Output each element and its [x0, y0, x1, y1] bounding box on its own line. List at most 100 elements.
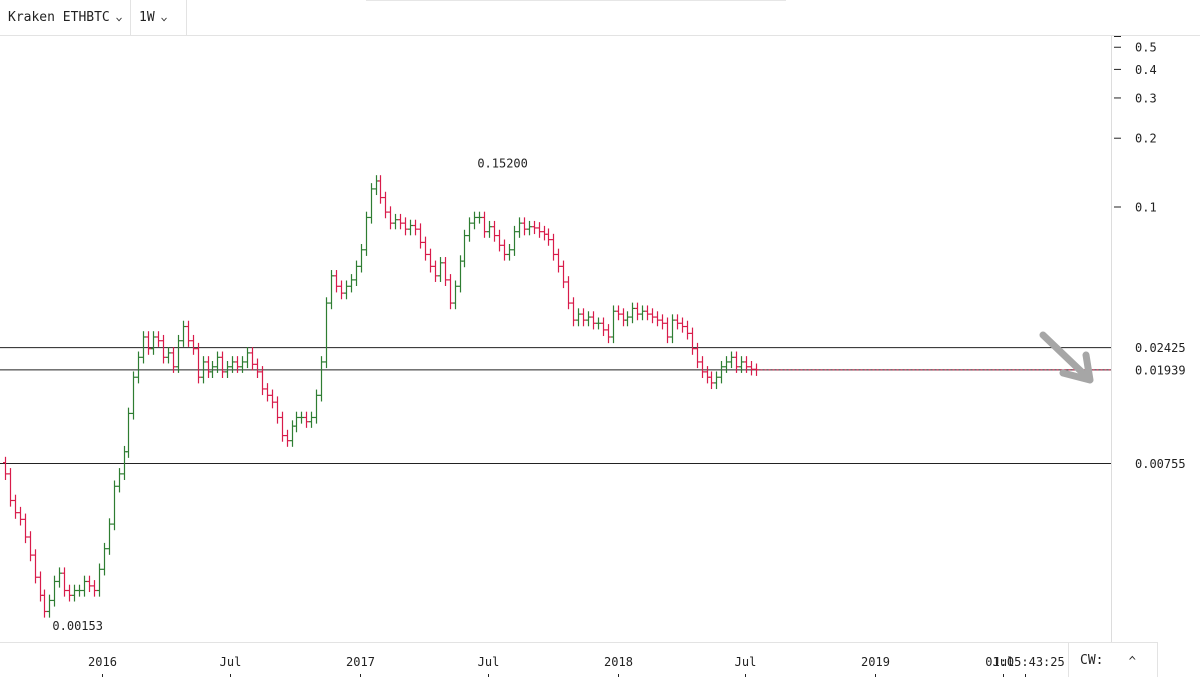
- ohlc-bar: [507, 243, 512, 261]
- ohlc-bar: [270, 389, 275, 409]
- ohlc-bar: [601, 317, 606, 337]
- ohlc-bar: [542, 225, 547, 241]
- ohlc-bar: [171, 347, 176, 373]
- ohlc-bar: [556, 248, 561, 273]
- ohlc-bar: [680, 317, 685, 333]
- ohlc-bar: [339, 280, 344, 300]
- ohlc-bar: [97, 563, 102, 597]
- ohlc-bar: [448, 274, 453, 310]
- extreme-price-label: 0.00153: [52, 619, 103, 633]
- ohlc-bar: [23, 513, 28, 544]
- ohlc-bar: [719, 360, 724, 384]
- ohlc-bar: [734, 351, 739, 373]
- ohlc-bar: [645, 305, 650, 321]
- ohlc-bar: [472, 211, 477, 230]
- ohlc-bar: [546, 228, 551, 246]
- level-price-label: 0.01939: [1135, 363, 1186, 377]
- level-price-label: 0.02425: [1135, 341, 1186, 355]
- ohlc-bar: [210, 360, 215, 379]
- ohlc-bar: [700, 356, 705, 379]
- ohlc-bar: [522, 217, 527, 236]
- chevron-down-icon: ⌄: [159, 12, 168, 23]
- ohlc-bar: [191, 334, 196, 355]
- ohlc-bar: [309, 411, 314, 428]
- ohlc-bar: [235, 356, 240, 373]
- ohlc-bar: [616, 305, 621, 321]
- ohlc-bar: [77, 584, 82, 597]
- ohlc-bar: [487, 220, 492, 238]
- ohlc-bar: [690, 327, 695, 355]
- ohlc-bar: [566, 276, 571, 310]
- ohlc-bar: [754, 363, 759, 376]
- ohlc-bar: [265, 383, 270, 402]
- ohlc-bar: [141, 331, 146, 364]
- ohlc-bar: [482, 211, 487, 238]
- ohlc-bar: [18, 506, 23, 526]
- chevron-up-icon: ⌃: [1128, 653, 1138, 667]
- ohlc-bar: [117, 468, 122, 493]
- ohlc-bar: [201, 356, 206, 384]
- ohlc-bar: [57, 567, 62, 588]
- ohlc-bar: [47, 594, 52, 618]
- ohlc-bar: [126, 407, 131, 458]
- chart-toolbar: Kraken ETHBTC ⌄ 1W ⌄: [0, 0, 1200, 36]
- ohlc-bar: [329, 270, 334, 310]
- price-tick-label: 0.5: [1135, 41, 1157, 55]
- ohlc-bar: [92, 580, 97, 597]
- ohlc-bar: [492, 220, 497, 242]
- interval-selector[interactable]: 1W ⌄: [131, 0, 187, 35]
- ohlc-bar: [586, 311, 591, 327]
- top-divider: [366, 0, 786, 1]
- ohlc-bar: [561, 260, 566, 289]
- ohlc-bar: [571, 297, 576, 327]
- ohlc-bar: [744, 356, 749, 373]
- ohlc-bar: [122, 445, 127, 481]
- ohlc-bar: [438, 257, 443, 282]
- ohlc-bar: [28, 531, 33, 562]
- ohlc-bar: [87, 575, 92, 593]
- ohlc-bar: [655, 311, 660, 327]
- ohlc-bar: [166, 347, 171, 364]
- time-tick-label: Jul: [993, 655, 1015, 669]
- ohlc-bar: [591, 311, 596, 330]
- ohlc-bar: [369, 183, 374, 224]
- ohlc-bar: [433, 260, 438, 282]
- trend-arrow-head: [1059, 351, 1094, 384]
- ohlc-bar: [112, 480, 117, 531]
- ohlc-bar: [685, 320, 690, 340]
- ohlc-bar: [705, 366, 710, 384]
- ohlc-bar: [8, 468, 13, 507]
- ohlc-bar: [225, 360, 230, 379]
- trend-arrow-shaft: [1039, 331, 1091, 381]
- cw-selector[interactable]: CW: ⌃: [1068, 642, 1158, 677]
- ohlc-bar: [665, 317, 670, 344]
- level-price-label: 0.00755: [1135, 457, 1186, 471]
- ohlc-bar: [378, 175, 383, 204]
- symbol-selector[interactable]: Kraken ETHBTC ⌄: [0, 0, 131, 35]
- ohlc-bar: [196, 342, 201, 384]
- ohlc-bar: [374, 175, 379, 196]
- ohlc-bar: [408, 219, 413, 236]
- ohlc-bar: [206, 356, 211, 379]
- ohlc-bar: [215, 351, 220, 373]
- ohlc-bar: [527, 220, 532, 236]
- ohlc-bar: [581, 308, 586, 327]
- ohlc-bar: [13, 494, 18, 519]
- ohlc-bar: [314, 389, 319, 424]
- time-tick-label: 2018: [604, 655, 633, 669]
- ohlc-bar: [319, 356, 324, 402]
- ohlc-bar: [354, 260, 359, 287]
- ohlc-bar: [443, 257, 448, 287]
- cw-label: CW:: [1080, 652, 1104, 668]
- time-tick-label: Jul: [220, 655, 242, 669]
- price-tick-label: 0.2: [1135, 132, 1157, 146]
- ohlc-bar: [245, 347, 250, 369]
- ohlc-bar: [453, 280, 458, 310]
- time-tick-label: 2019: [861, 655, 890, 669]
- ohlc-bar: [467, 217, 472, 242]
- ohlc-bar: [428, 248, 433, 273]
- ohlc-bar: [146, 331, 151, 355]
- ohlc-bar: [621, 308, 626, 327]
- ohlc-bar: [82, 575, 87, 597]
